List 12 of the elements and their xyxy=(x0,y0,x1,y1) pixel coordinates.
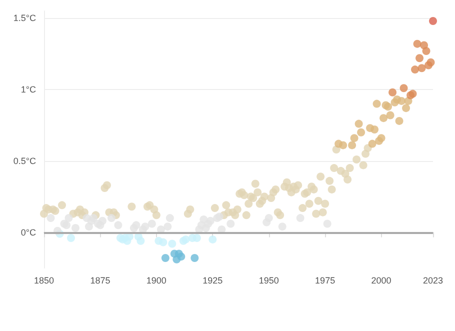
x-tick-label: 1875 xyxy=(90,276,110,286)
x-tick-label: 1925 xyxy=(202,276,223,286)
y-tick-label: 1°C xyxy=(20,84,36,95)
y-tick-label: 0.5°C xyxy=(13,156,36,166)
x-tick-label: 2023 xyxy=(422,276,444,286)
x-tick-label: 1850 xyxy=(34,276,54,286)
x-tick-label: 1900 xyxy=(146,276,166,286)
y-tick-label: 0°C xyxy=(20,227,36,238)
y-tick-label: 1.5°C xyxy=(13,13,36,24)
x-tick-label: 1950 xyxy=(258,276,279,286)
x-tick-label: 2000 xyxy=(371,276,392,286)
x-tick-label: 1975 xyxy=(315,276,336,286)
